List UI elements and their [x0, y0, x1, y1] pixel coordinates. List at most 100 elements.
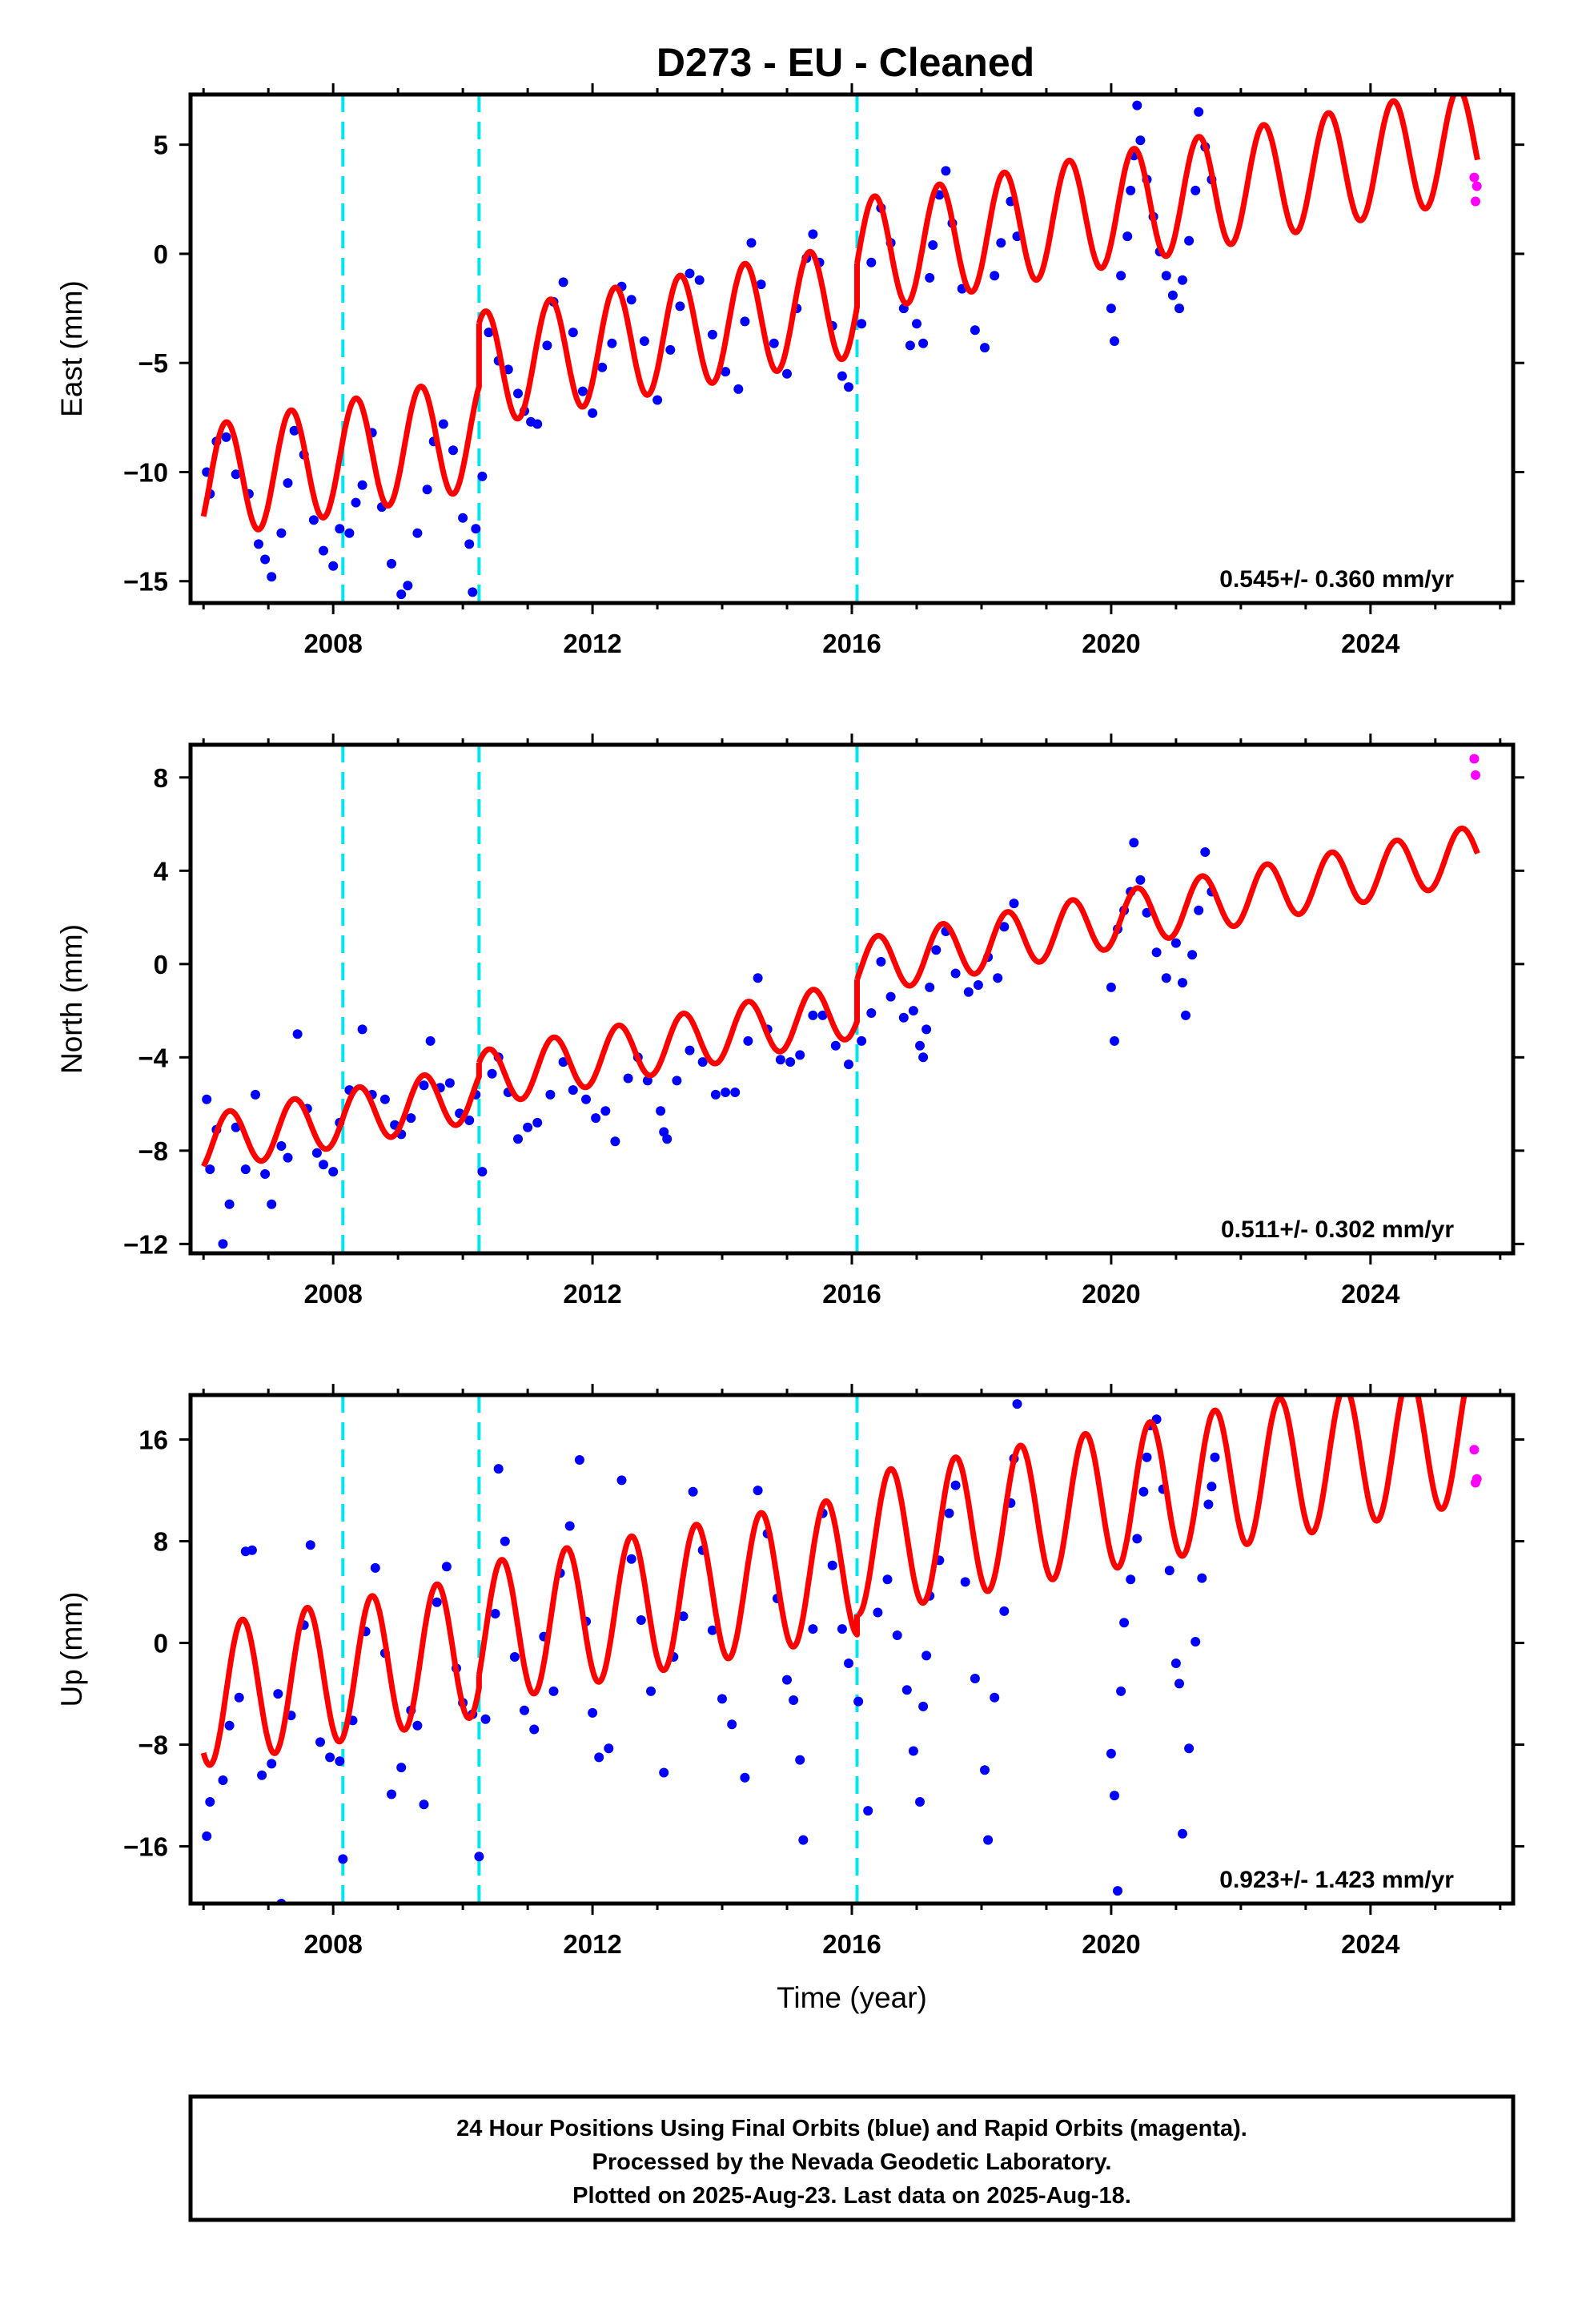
final-orbit-point [1178, 1828, 1187, 1839]
y-tick-label: 5 [154, 131, 168, 160]
final-orbit-point [721, 1088, 731, 1097]
final-orbit-point [775, 1055, 785, 1065]
final-orbit-point [672, 1076, 682, 1086]
final-orbit-point [1012, 1399, 1022, 1409]
final-orbit-point [1126, 185, 1136, 195]
final-orbit-point [1191, 1637, 1201, 1647]
y-tick-label: 16 [139, 1425, 168, 1455]
final-orbit-point [1200, 847, 1211, 857]
final-orbit-point [688, 1486, 698, 1497]
final-orbit-point [464, 1116, 475, 1125]
final-orbit-point [205, 1797, 215, 1807]
final-orbit-point [254, 539, 263, 549]
final-orbit-point [1174, 304, 1184, 314]
final-orbit-point [1184, 1743, 1195, 1754]
final-orbit-point [743, 1035, 753, 1046]
panel-east: 2008 2012 2016 2020 2024 5 0 −5 −10 −15 East (mm) 0… [55, 83, 1524, 658]
final-orbit-point [1119, 1618, 1130, 1628]
final-orbit-point [817, 1010, 828, 1020]
final-orbit-point [1167, 290, 1178, 300]
final-orbit-point [973, 980, 983, 990]
final-orbit-point [588, 1707, 598, 1718]
final-orbit-point [406, 1113, 416, 1124]
final-orbit-point [970, 1674, 980, 1683]
final-orbit-point [707, 1625, 717, 1635]
final-orbit-point [396, 1763, 407, 1773]
x-tick-label: 2024 [1341, 1279, 1400, 1309]
final-orbit-point [626, 295, 636, 305]
final-orbit-point [844, 1059, 853, 1070]
final-orbit-point [509, 1652, 520, 1662]
final-orbit-point [918, 1052, 929, 1063]
final-orbit-point [1009, 899, 1019, 909]
final-orbit-point [921, 1024, 932, 1035]
final-orbit-point [1184, 235, 1195, 246]
final-orbit-point [218, 1775, 228, 1785]
final-orbit-point [782, 1675, 792, 1685]
final-orbit-point [1161, 271, 1171, 281]
final-orbit-point [221, 432, 231, 442]
final-orbit-point [1164, 1566, 1174, 1576]
final-orbit-point [908, 1006, 918, 1016]
final-orbit-point [866, 1008, 877, 1018]
final-orbit-point [422, 485, 432, 495]
final-orbit-point [1203, 1499, 1214, 1510]
final-orbit-point [915, 1040, 925, 1051]
final-orbit-point [675, 301, 685, 312]
final-orbit-point [928, 240, 938, 250]
final-orbit-point [1106, 982, 1116, 992]
y-tick-label: 8 [154, 763, 168, 793]
final-orbit-point [1210, 1452, 1220, 1462]
final-orbit-point [471, 524, 481, 534]
final-orbit-point [1207, 1482, 1217, 1492]
final-orbit-point [558, 1057, 568, 1068]
final-orbit-point [990, 271, 1000, 281]
final-orbit-point [1181, 1010, 1191, 1020]
final-orbit-point [464, 539, 475, 549]
final-orbit-point [885, 991, 896, 1002]
final-orbit-point [513, 1134, 523, 1144]
y-tick-label: −16 [123, 1832, 168, 1862]
final-orbit-point [636, 1615, 646, 1625]
final-orbit-point [866, 257, 877, 267]
final-orbit-point [1178, 275, 1187, 285]
final-orbit-point [419, 1080, 429, 1091]
final-orbit-point [448, 445, 458, 456]
final-orbit-point [753, 973, 763, 983]
x-tick-label: 2016 [822, 1279, 881, 1309]
final-orbit-point [224, 1720, 235, 1731]
model-fit-line [200, 1395, 1468, 1768]
final-orbit-point [944, 1508, 954, 1518]
final-orbit-point [484, 328, 494, 338]
y-axis-label: East (mm) [55, 280, 88, 417]
final-orbit-point [652, 395, 663, 405]
final-orbit-point [950, 968, 961, 979]
final-orbit-point [782, 368, 792, 379]
final-orbit-point [837, 1624, 847, 1634]
y-axis-label: North (mm) [55, 924, 88, 1074]
final-orbit-point [1110, 336, 1119, 346]
final-orbit-point [529, 1724, 540, 1735]
footer-line-3: Plotted on 2025-Aug-23. Last data on 202… [572, 2183, 1131, 2209]
final-orbit-point [205, 1164, 215, 1175]
final-orbit-point [999, 922, 1010, 932]
final-orbit-point [283, 1152, 293, 1163]
x-tick-label: 2016 [822, 1929, 881, 1959]
panels: 2008 2012 2016 2020 2024 5 0 −5 −10 −15 East (mm) 0… [55, 83, 1524, 2014]
final-orbit-point [925, 982, 935, 992]
final-orbit-point [1106, 1748, 1116, 1759]
final-orbit-point [568, 328, 578, 338]
final-orbit-point [662, 1134, 673, 1144]
final-orbit-point [267, 1759, 277, 1769]
final-orbit-point [607, 338, 617, 348]
x-axis-label: Time (year) [777, 1981, 927, 2014]
final-orbit-point [532, 1117, 543, 1128]
final-orbit-point [234, 1692, 244, 1703]
final-orbit-point [863, 1806, 873, 1816]
footer-line-2: Processed by the Nevada Geodetic Laborat… [592, 2149, 1112, 2175]
final-orbit-point [1138, 1486, 1149, 1497]
rapid-orbit-points [1469, 754, 1480, 780]
final-orbit-point [283, 478, 293, 489]
final-orbit-point [659, 1767, 669, 1778]
final-orbit-point [921, 1651, 932, 1661]
